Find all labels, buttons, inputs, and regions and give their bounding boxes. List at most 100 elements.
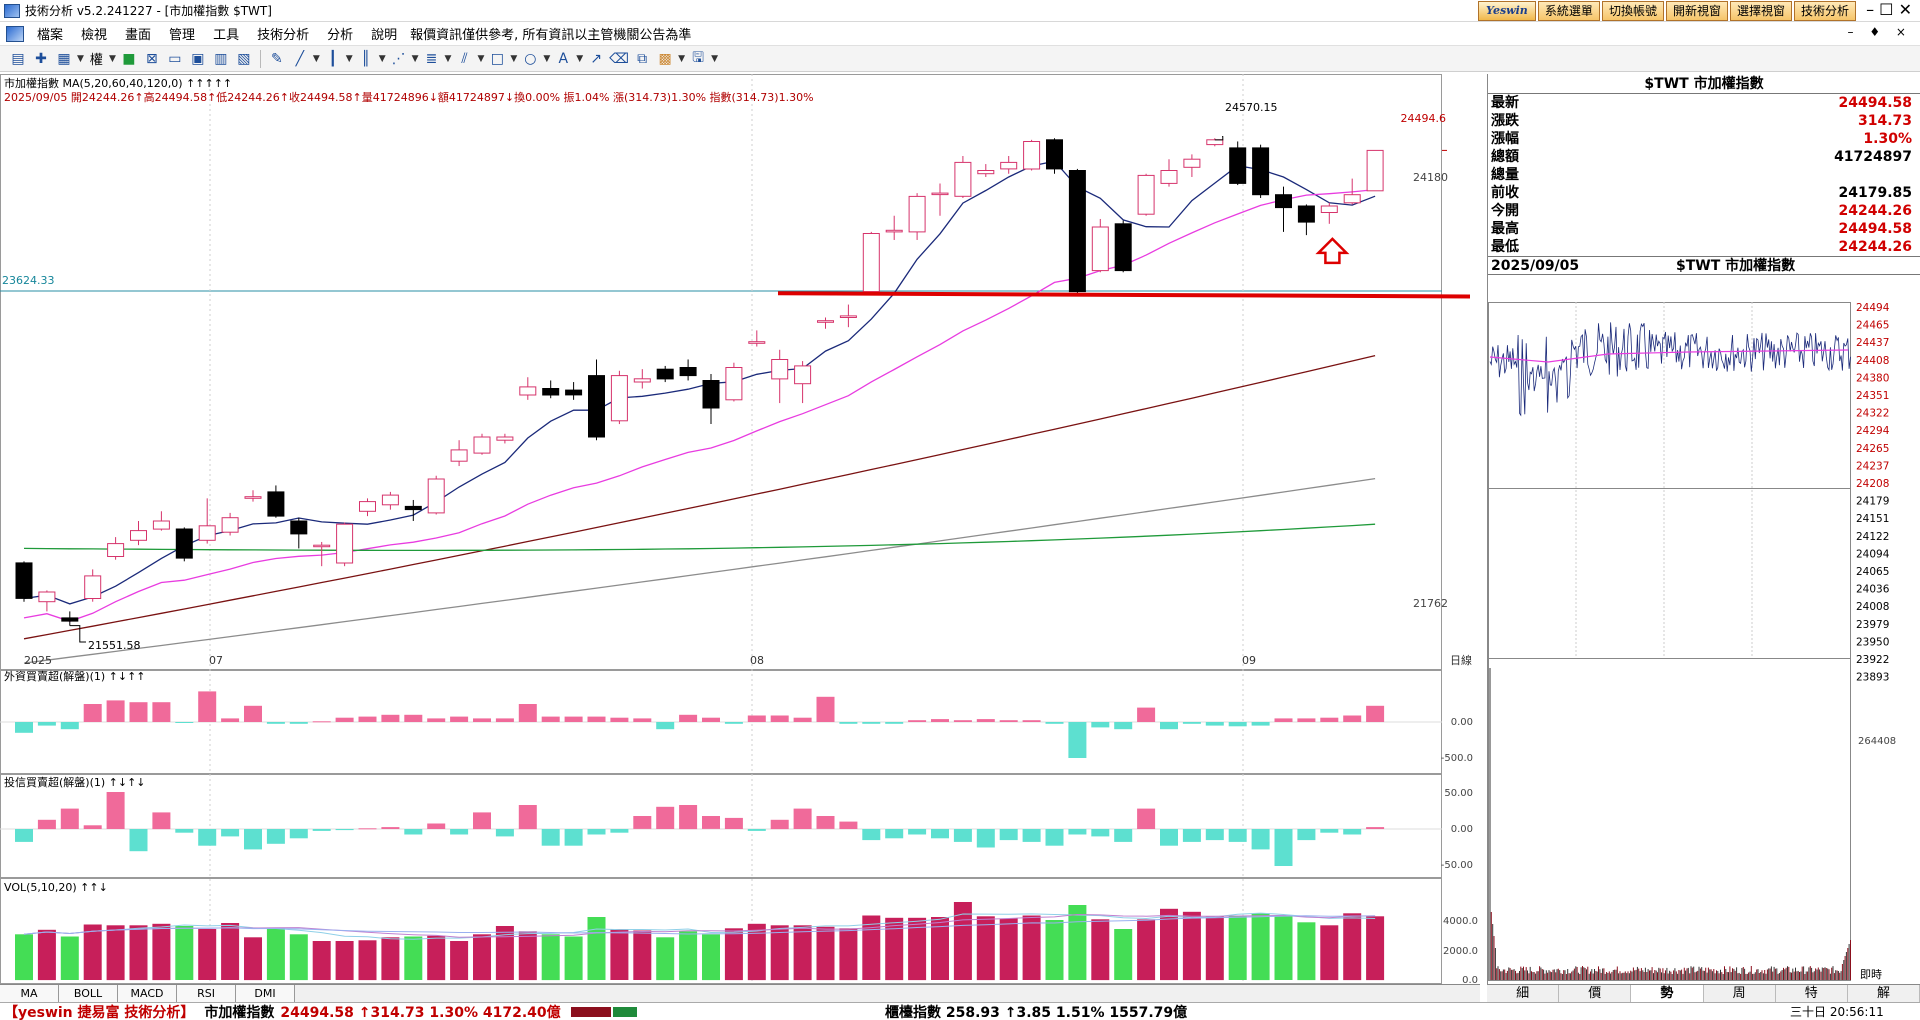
tab-special[interactable]: 特 (1776, 985, 1848, 1002)
rectangle-icon[interactable]: □ (490, 50, 504, 67)
menu-tools[interactable]: 工具 (213, 28, 240, 43)
arrow-tool-icon[interactable]: ↗ (590, 50, 603, 67)
foreign-bar (175, 722, 194, 723)
quote-value: 24244.26 (1838, 203, 1912, 219)
copy-icon[interactable]: ⧉ (637, 50, 648, 67)
high-leader-line (1214, 136, 1224, 141)
dropdown-arrow-icon[interactable]: ▼ (510, 53, 518, 64)
palette-icon[interactable]: ▩ (658, 50, 672, 67)
dropdown-arrow-icon[interactable]: ▼ (345, 53, 353, 64)
dropdown-arrow-icon[interactable]: ▼ (444, 53, 452, 64)
weight-label[interactable]: 權 (89, 53, 103, 68)
window-icon[interactable]: ▭ (168, 50, 182, 67)
tab-price[interactable]: 價 (1559, 985, 1632, 1002)
line-tool-icon[interactable]: ╱ (295, 50, 305, 67)
dropdown-arrow-icon[interactable]: ▼ (77, 53, 84, 64)
foreign-bar (37, 722, 56, 726)
technical-analysis-button[interactable]: 技術分析 (1793, 1, 1856, 21)
menu-view[interactable]: 檢視 (81, 28, 108, 43)
dropdown-arrow-icon[interactable]: ▼ (108, 53, 116, 64)
foreign-bar (564, 716, 583, 722)
dropdown-arrow-icon[interactable]: ▼ (543, 53, 551, 64)
foreign-bar (289, 722, 308, 724)
trust-y-label: -50.00 (1441, 860, 1473, 871)
candle-body (771, 359, 789, 380)
parallel-lines-icon[interactable]: ║ (361, 50, 370, 67)
tab-rsi[interactable]: RSI (177, 985, 236, 1002)
crosshair-icon[interactable]: ✚ (35, 50, 47, 67)
save-icon[interactable]: 🖫 (692, 49, 705, 66)
trust-bar (1274, 829, 1293, 866)
dropdown-arrow-icon[interactable]: ▼ (678, 53, 686, 64)
split-icon[interactable]: ▧ (237, 50, 251, 67)
candle-body (656, 368, 674, 380)
dropdown-arrow-icon[interactable]: ▼ (411, 53, 419, 64)
dropdown-arrow-icon[interactable]: ▼ (477, 53, 485, 64)
dropdown-arrow-icon[interactable]: ▼ (378, 53, 386, 64)
main-chart-svg[interactable]: 市加權指數 MA(5,20,60,40,120,0) ↑↑↑↑↑ 2025/09… (0, 74, 1480, 986)
vertical-line-icon[interactable]: ┃ (328, 50, 337, 67)
candle-body (198, 525, 216, 541)
fibonacci-icon[interactable]: ≣ (425, 50, 438, 67)
chart-window-icon[interactable]: ▤ (11, 50, 25, 67)
new-window-button[interactable]: 開新視窗 (1665, 1, 1728, 21)
layout-icon[interactable]: ▥ (214, 50, 228, 67)
menu-manage[interactable]: 管理 (169, 28, 196, 43)
menu-help[interactable]: 說明 (371, 28, 398, 43)
quote-value: 314.73 (1857, 113, 1912, 129)
tab-dmi[interactable]: DMI (236, 985, 295, 1002)
chart-area[interactable]: 市加權指數 MA(5,20,60,40,120,0) ↑↑↑↑↑ 2025/09… (0, 74, 1480, 986)
quote-value: 1.30% (1863, 131, 1912, 147)
volume-bar (724, 928, 743, 981)
tab-detail[interactable]: 細 (1487, 985, 1560, 1002)
x-axis-label: 07 (209, 654, 223, 667)
menu-analysis[interactable]: 分析 (327, 28, 354, 43)
close-chart-icon[interactable]: ⊠ (145, 50, 158, 67)
foreign-bar (358, 716, 377, 722)
intraday-price-label: 24094 (1856, 548, 1890, 560)
intraday-chart[interactable]: 24494 24465 24437 24408 24380 24351 24322 24294… (1488, 302, 1920, 984)
menu-screen[interactable]: 畫面 (125, 28, 152, 43)
intraday-price-label: 24208 (1856, 478, 1889, 490)
system-menu-button[interactable]: 系統選單 (1537, 1, 1600, 21)
tab-trend[interactable]: 勢 (1631, 985, 1704, 1002)
foreign-bar (1366, 705, 1385, 722)
chart-icon[interactable]: ▣ (191, 50, 205, 67)
tab-boll[interactable]: BOLL (59, 985, 118, 1002)
mdi-controls[interactable]: – ♦ × (1847, 25, 1912, 39)
candle-body (1114, 223, 1132, 272)
menu-technical[interactable]: 技術分析 (257, 28, 310, 43)
color-icon[interactable]: ■ (122, 50, 136, 67)
trust-bar (1114, 829, 1133, 842)
select-window-button[interactable]: 選擇視窗 (1729, 1, 1792, 21)
dropdown-arrow-icon[interactable]: ▼ (576, 53, 584, 64)
quote-row-open: 今開 24244.26 (1488, 202, 1920, 220)
menu-file[interactable]: 檔案 (37, 28, 64, 43)
tab-ma[interactable]: MA (0, 985, 59, 1002)
quote-value: 24179.85 (1838, 185, 1912, 201)
tab-week[interactable]: 周 (1704, 985, 1776, 1002)
intraday-price-label: 24465 (1856, 320, 1889, 332)
grid-icon[interactable]: ▦ (57, 50, 71, 67)
channel-icon[interactable]: ⫽ (461, 50, 468, 67)
draw-icon[interactable]: ✎ (270, 50, 283, 67)
intraday-avg-line (1489, 349, 1849, 363)
intraday-name: $TWT 市加權指數 (1676, 258, 1796, 274)
dropdown-arrow-icon[interactable]: ▼ (711, 53, 718, 64)
yeswin-logo[interactable]: Yeswin (1477, 1, 1536, 21)
candle-body (1320, 205, 1338, 213)
switch-account-button[interactable]: 切換帳號 (1601, 1, 1664, 21)
fan-icon[interactable]: ⋰ (391, 50, 406, 67)
volume-bar (953, 902, 972, 980)
foreign-bar (1274, 718, 1293, 722)
window-controls[interactable]: – ☐ ✕ (1866, 0, 1912, 19)
tab-analysis[interactable]: 解 (1848, 985, 1920, 1002)
dropdown-arrow-icon[interactable]: ▼ (312, 53, 320, 64)
eraser-icon[interactable]: ⌫ (609, 50, 630, 67)
volume-bar (976, 916, 995, 981)
tab-macd[interactable]: MACD (118, 985, 177, 1002)
text-tool-icon[interactable]: A (558, 50, 569, 67)
intraday-chart-svg[interactable]: 24494 24465 24437 24408 24380 24351 24322 24294… (1488, 302, 1920, 984)
foreign-bar (1022, 720, 1041, 722)
circle-icon[interactable]: ○ (524, 50, 537, 67)
